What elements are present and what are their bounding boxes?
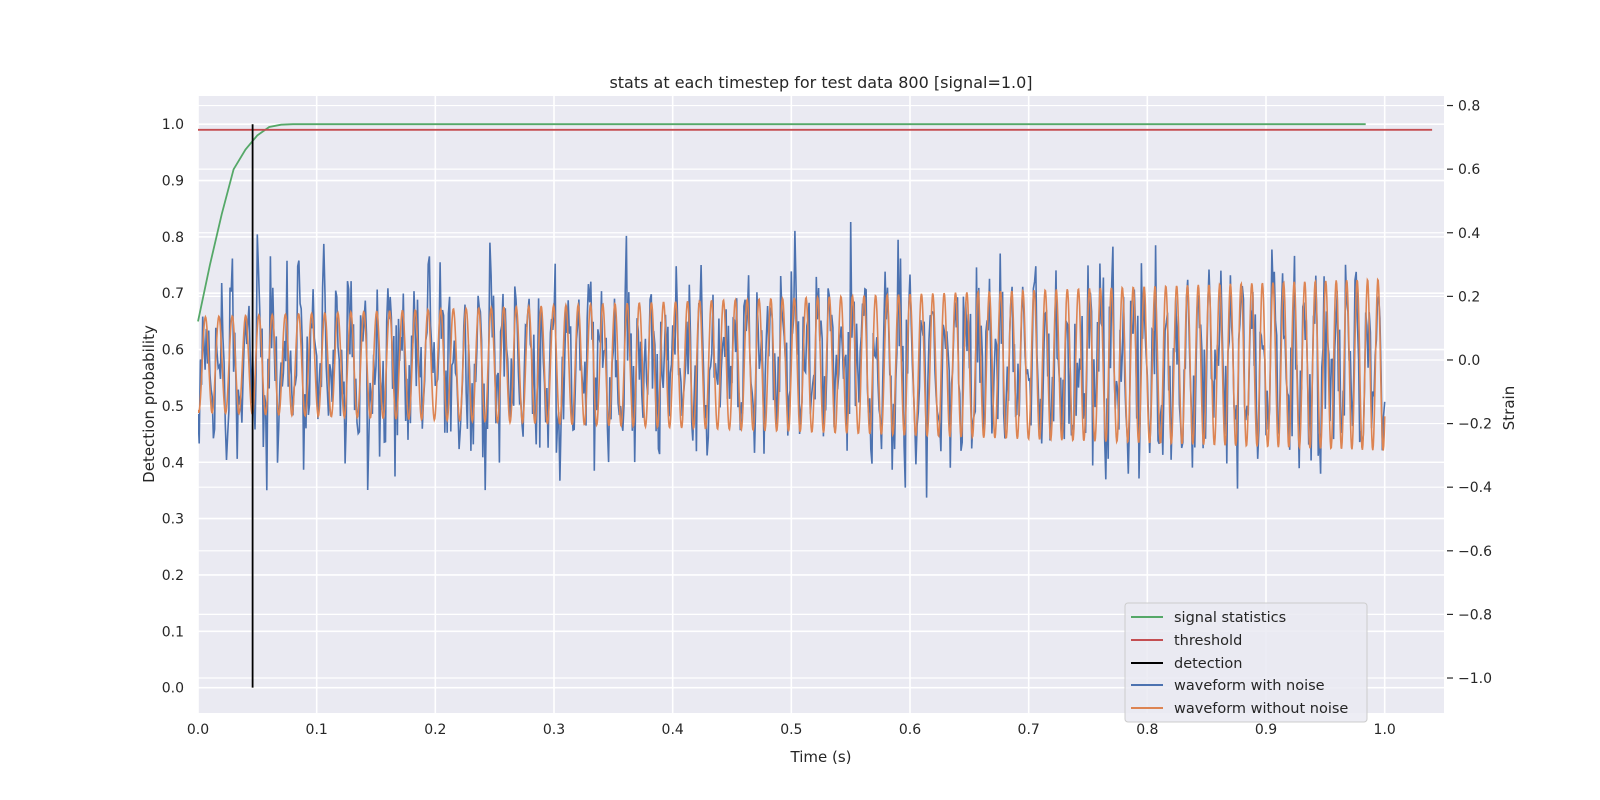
y-tick-label: 0.9 — [162, 174, 184, 190]
y2-tick-label: −1.0 — [1458, 671, 1492, 687]
x-tick-label: 0.9 — [1255, 722, 1277, 738]
y-tick-label: 0.8 — [162, 230, 184, 246]
legend-label-waveform-without-noise: waveform without noise — [1174, 701, 1348, 717]
y-tick-label: 0.0 — [162, 681, 184, 697]
legend-box — [1124, 602, 1368, 723]
x-tick-label: 0.6 — [899, 722, 921, 738]
y-tick-label: 0.6 — [162, 343, 184, 359]
y2-tick-label: 0.6 — [1458, 162, 1480, 178]
x-tick-label: 0.2 — [424, 722, 446, 738]
legend-label-signal-statistics: signal statistics — [1174, 610, 1286, 626]
series-layer — [197, 123, 1433, 688]
x-tick-label: 0.3 — [543, 722, 565, 738]
y2-tick-label: −0.6 — [1458, 544, 1492, 560]
x-tick-label: 0.5 — [780, 722, 802, 738]
legend-label-waveform-with-noise: waveform with noise — [1174, 678, 1325, 694]
y2-tick-label: 0.2 — [1458, 289, 1480, 305]
y2-tick-label: 0.4 — [1458, 226, 1480, 242]
x-tick-label: 0.7 — [1018, 722, 1040, 738]
y-tick-label: 0.4 — [162, 455, 184, 471]
x-tick-label: 0.4 — [662, 722, 684, 738]
y2-axis-title: Strain — [1500, 386, 1518, 430]
y2-tick-label: −0.4 — [1458, 480, 1492, 496]
y2-tick-label: 0.8 — [1458, 99, 1480, 115]
y2-tick-label: −0.8 — [1458, 607, 1492, 623]
x-tick-label: 0.1 — [306, 722, 328, 738]
x-tick-label: 1.0 — [1374, 722, 1396, 738]
y-tick-label: 0.3 — [162, 512, 184, 528]
series-line-waveform-without-noise — [198, 277, 1386, 451]
legend-label-detection: detection — [1174, 656, 1242, 672]
legend-label-threshold: threshold — [1174, 633, 1242, 649]
tick-labels: 0.0 0.1 0.2 0.3 0.4 0.5 0.6 0.7 0.8 0.9 1.0 0.0 0.1 0… — [162, 99, 1492, 738]
x-tick-label: 0.8 — [1136, 722, 1158, 738]
series-line-signal-statistics — [197, 123, 1366, 322]
x-axis-title: Time (s) — [790, 748, 852, 766]
y2-tick-label: 0.0 — [1458, 353, 1480, 369]
legend: signal statistics threshold detection wa… — [1124, 602, 1368, 723]
y-tick-label: 0.7 — [162, 286, 184, 302]
x-tick-label: 0.0 — [187, 722, 209, 738]
y-tick-label: 0.1 — [162, 624, 184, 640]
y-axis-title: Detection probability — [140, 325, 158, 483]
y-tick-label: 1.0 — [162, 117, 184, 133]
chart-title: stats at each timestep for test data 800… — [609, 73, 1032, 92]
y-tick-label: 0.5 — [162, 399, 184, 415]
y-tick-label: 0.2 — [162, 568, 184, 584]
y2-tick-label: −0.2 — [1458, 417, 1492, 433]
